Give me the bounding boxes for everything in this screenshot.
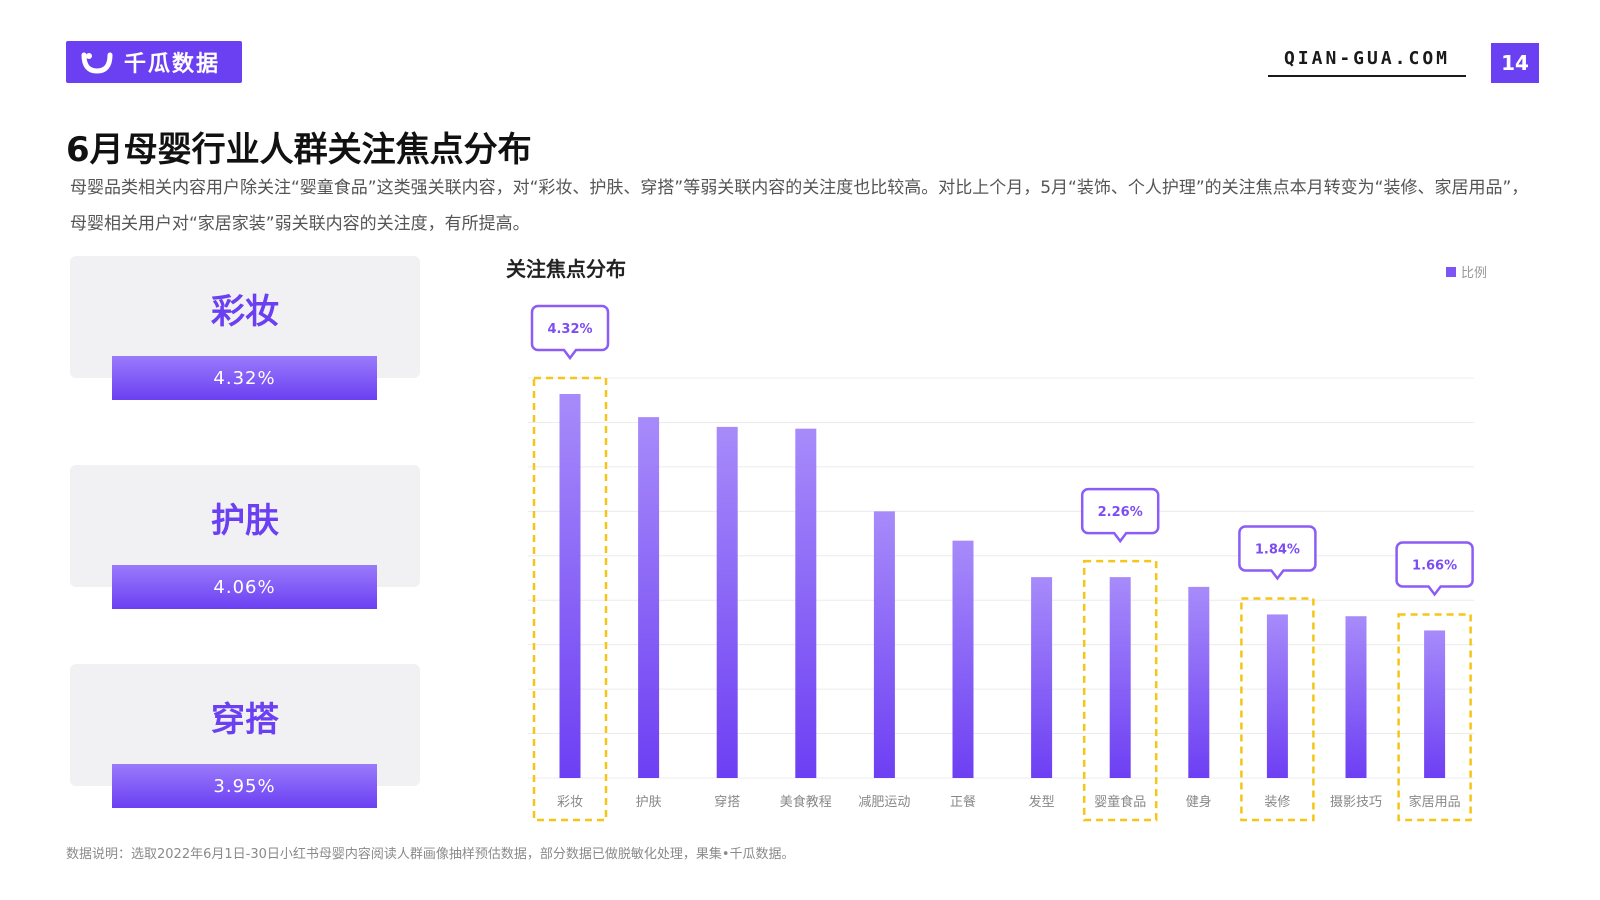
data-note: 数据说明：选取2022年6月1日-30日小红书母婴内容阅读人群画像抽样预估数据，… [66, 847, 795, 862]
callout-label: 1.66% [1412, 558, 1457, 573]
legend-swatch [1446, 266, 1456, 277]
x-tick-label: 发型 [1029, 794, 1055, 810]
x-tick-label: 减肥运动 [858, 795, 910, 810]
bar-婴童食品 [1109, 577, 1131, 778]
callout-label: 1.84% [1255, 542, 1300, 557]
highlight-box [1082, 559, 1158, 822]
card-value: 4.32% [112, 356, 377, 400]
bar-美食教程 [795, 428, 817, 778]
bar-摄影技巧 [1345, 616, 1367, 778]
top-focus-card-3: 穿搭 3.95% [70, 664, 420, 808]
logo-text: 千瓜数据 [124, 52, 221, 77]
x-tick-label: 彩妆 [557, 795, 583, 810]
callout-bubble [1238, 525, 1317, 581]
page-number: 14 [1491, 43, 1539, 83]
x-tick-label: 穿搭 [714, 794, 740, 810]
highlight-box [1397, 613, 1472, 822]
highlight-box [1240, 597, 1315, 822]
chart-legend[interactable]: 比例 [1446, 262, 1487, 281]
brand-logo: 千瓜数据 [66, 41, 242, 83]
x-tick-label: 美食教程 [780, 794, 832, 810]
page-description: 母婴品类相关内容用户除关注“婴童食品”这类强关联内容，对“彩妆、护肤、穿搭”等弱… [70, 178, 1529, 234]
value-callout: 2.26% [1080, 487, 1160, 544]
value-callout: 1.66% [1395, 541, 1474, 597]
callout-bubble [1395, 541, 1474, 597]
bar-护肤 [638, 417, 660, 778]
bar-发型 [1031, 577, 1053, 778]
x-tick-label: 婴童食品 [1094, 794, 1146, 810]
x-tick-label: 家居用品 [1409, 794, 1461, 810]
value-callout: 4.32% [530, 304, 610, 361]
top-focus-card-2: 护肤 4.06% [70, 465, 420, 609]
x-tick-label: 健身 [1186, 794, 1212, 810]
bar-健身 [1188, 586, 1210, 778]
bar-正餐 [952, 540, 974, 778]
callout-bubble [1080, 487, 1160, 544]
card-value: 3.95% [112, 764, 377, 808]
callout-bubble [530, 304, 610, 361]
x-tick-label: 装修 [1264, 795, 1290, 810]
bar-装修 [1266, 614, 1288, 778]
card-label: 穿搭 [211, 700, 279, 740]
card-label: 彩妆 [211, 292, 279, 332]
x-tick-label: 护肤 [636, 795, 662, 810]
callout-label: 2.26% [1098, 505, 1143, 520]
x-tick-label: 摄影技巧 [1330, 795, 1382, 810]
legend-label: 比例 [1461, 266, 1488, 281]
bar-家居用品 [1424, 630, 1446, 778]
logo-icon [81, 52, 113, 74]
page-title: 6月母婴行业人群关注焦点分布 [66, 130, 532, 170]
site-url[interactable]: QIAN-GUA.COM [1268, 48, 1466, 77]
bar-减肥运动 [873, 511, 895, 778]
value-callout: 1.84% [1238, 525, 1317, 581]
chart-title: 关注焦点分布 [506, 257, 626, 281]
callout-label: 4.32% [547, 322, 592, 337]
bar-彩妆 [559, 394, 581, 778]
highlight-box [532, 376, 608, 822]
card-value: 4.06% [112, 565, 377, 609]
x-tick-label: 正餐 [950, 794, 976, 810]
card-label: 护肤 [211, 501, 279, 541]
bar-穿搭 [716, 426, 738, 778]
top-focus-card-1: 彩妆 4.32% [70, 256, 420, 400]
